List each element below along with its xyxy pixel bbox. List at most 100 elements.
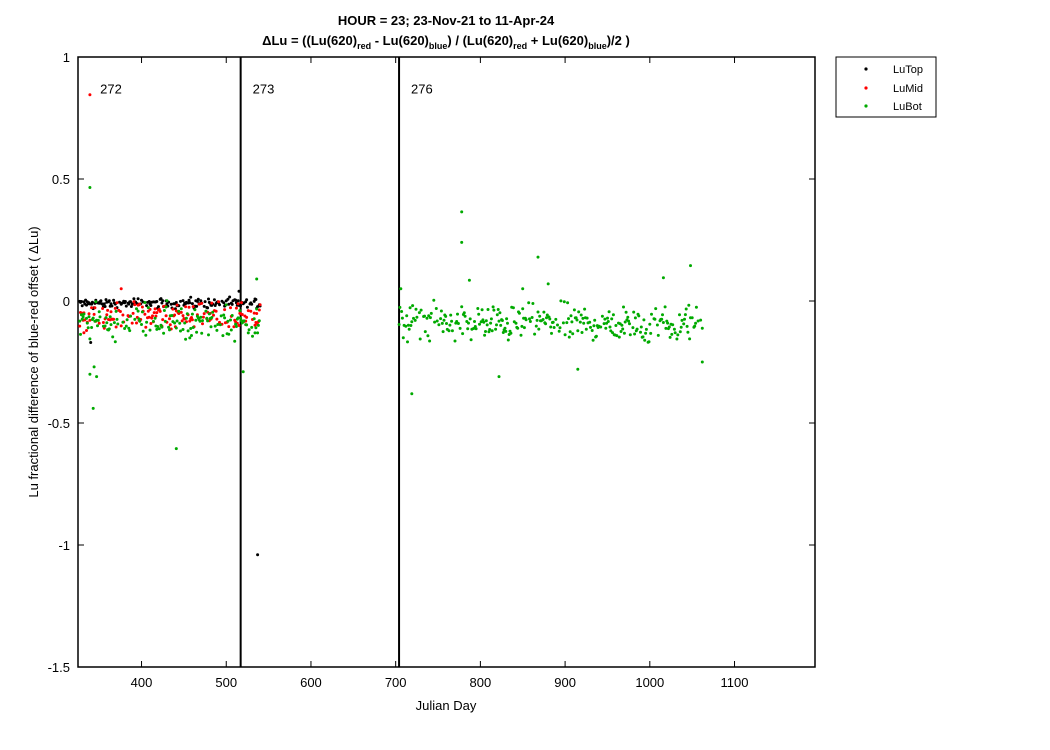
x-tick-label: 800 bbox=[470, 675, 492, 690]
point-lubot bbox=[667, 325, 671, 329]
point-lubot-outlier bbox=[410, 392, 414, 396]
point-lubot bbox=[678, 330, 682, 334]
point-lubot bbox=[496, 308, 500, 311]
point-lumid bbox=[254, 321, 258, 324]
point-lubot bbox=[688, 337, 692, 341]
point-lubot bbox=[582, 321, 586, 325]
point-lubot bbox=[107, 327, 111, 331]
point-lubot bbox=[206, 319, 210, 323]
point-lutop bbox=[123, 300, 127, 303]
point-lubot bbox=[450, 319, 454, 323]
point-lubot bbox=[567, 335, 571, 339]
point-lubot bbox=[670, 332, 674, 336]
point-lubot bbox=[581, 316, 585, 320]
point-lumid-outlier bbox=[88, 93, 92, 97]
point-lubot bbox=[254, 326, 258, 330]
point-lubot bbox=[233, 339, 237, 343]
point-lubot bbox=[125, 318, 129, 322]
chart-title: HOUR = 23; 23-Nov-21 to 11-Apr-24 bbox=[338, 13, 555, 28]
point-lutop bbox=[206, 306, 210, 310]
point-lubot bbox=[200, 331, 204, 335]
point-lubot bbox=[252, 317, 256, 321]
point-lubot bbox=[608, 325, 612, 329]
point-lubot bbox=[167, 325, 171, 329]
point-lubot bbox=[594, 334, 598, 338]
segment-label: 273 bbox=[253, 82, 275, 97]
point-lubot bbox=[417, 311, 421, 315]
point-lumid bbox=[210, 301, 214, 305]
point-lubot bbox=[481, 318, 485, 322]
point-lumid bbox=[152, 311, 156, 315]
point-lubot-outlier bbox=[536, 255, 540, 259]
point-lubot bbox=[97, 310, 101, 314]
point-lutop bbox=[226, 297, 230, 301]
point-lubot bbox=[205, 316, 209, 320]
point-lumid bbox=[90, 306, 94, 310]
point-lubot bbox=[568, 330, 572, 334]
point-lubot bbox=[666, 321, 670, 325]
point-lumid bbox=[212, 313, 215, 317]
point-lumid bbox=[202, 312, 206, 316]
point-lubot bbox=[668, 335, 672, 339]
point-lumid bbox=[240, 301, 243, 305]
point-lumid bbox=[87, 312, 91, 316]
point-lutop bbox=[228, 295, 232, 299]
point-lumid bbox=[184, 305, 188, 309]
point-lubot bbox=[637, 314, 641, 318]
point-lubot bbox=[405, 314, 409, 318]
point-lumid bbox=[105, 313, 109, 317]
point-lubot bbox=[473, 320, 476, 323]
point-lutop bbox=[124, 304, 128, 308]
point-lubot bbox=[467, 321, 470, 325]
point-lubot bbox=[138, 319, 142, 323]
point-lumid bbox=[88, 318, 92, 322]
point-lubot bbox=[644, 327, 648, 331]
point-lubot bbox=[251, 334, 254, 338]
point-lumid bbox=[153, 307, 157, 311]
point-lubot bbox=[109, 323, 113, 327]
point-lubot bbox=[143, 301, 147, 304]
point-lubot bbox=[256, 323, 260, 327]
point-lubot bbox=[559, 299, 563, 303]
point-lutop bbox=[190, 302, 194, 306]
point-lubot bbox=[188, 336, 192, 340]
point-lubot bbox=[423, 314, 426, 318]
point-lubot-outlier bbox=[700, 360, 704, 364]
point-lumid bbox=[177, 312, 181, 315]
point-lumid bbox=[114, 325, 118, 329]
point-lubot bbox=[589, 325, 592, 329]
point-lubot bbox=[542, 310, 546, 314]
point-lubot-outlier bbox=[399, 287, 403, 291]
point-lubot bbox=[545, 313, 549, 317]
point-lutop bbox=[169, 302, 173, 306]
point-lubot bbox=[500, 319, 504, 322]
point-lubot bbox=[641, 335, 645, 339]
point-lubot bbox=[498, 311, 502, 315]
point-lubot bbox=[253, 331, 257, 335]
point-lubot bbox=[442, 318, 446, 322]
point-lubot bbox=[181, 328, 185, 331]
point-lubot bbox=[90, 326, 94, 329]
x-tick-label: 600 bbox=[300, 675, 322, 690]
point-lumid bbox=[240, 313, 244, 316]
point-lubot bbox=[627, 319, 631, 323]
point-lubot bbox=[468, 317, 472, 321]
point-lubot bbox=[639, 325, 643, 329]
point-lumid bbox=[130, 321, 134, 325]
segment-dividers bbox=[239, 57, 401, 667]
point-lumid bbox=[237, 324, 241, 327]
point-lubot bbox=[611, 331, 614, 335]
point-lubot bbox=[162, 331, 166, 335]
point-lubot bbox=[141, 329, 145, 333]
point-lubot bbox=[558, 326, 562, 330]
point-lubot bbox=[685, 324, 689, 328]
point-lubot-outlier bbox=[546, 282, 550, 286]
point-lubot bbox=[456, 322, 460, 325]
point-lubot bbox=[506, 321, 509, 325]
point-lubot bbox=[675, 337, 679, 341]
point-lubot bbox=[550, 331, 553, 335]
point-lubot bbox=[679, 325, 683, 329]
x-tick-label: 1000 bbox=[635, 675, 664, 690]
point-lubot bbox=[135, 307, 138, 311]
point-lubot bbox=[549, 325, 553, 329]
